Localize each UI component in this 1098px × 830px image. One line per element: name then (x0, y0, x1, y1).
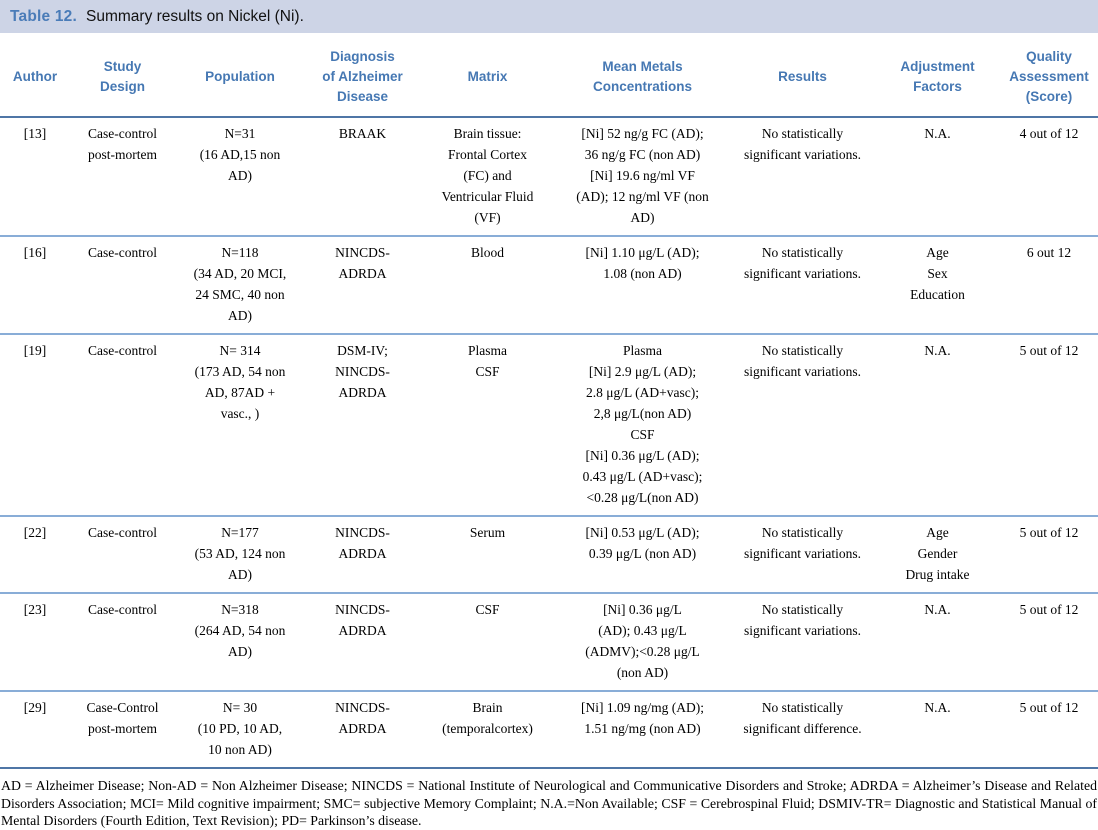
table-title-text: Summary results on Nickel (Ni). (86, 7, 304, 25)
matrix-cell: Serum (420, 515, 555, 593)
header-row: Author Study Design Population Diagnosis… (0, 39, 1098, 117)
matrix-cell: CSF (420, 592, 555, 691)
study-design-cell: Case-control post-mortem (70, 116, 175, 236)
column-header-author: Author (12, 69, 58, 84)
author-cell: [16] (0, 235, 70, 334)
author-cell: [22] (0, 515, 70, 593)
author-cell: [23] (0, 592, 70, 691)
column-header-study-design: Study Design (99, 59, 145, 94)
results-cell: No statistically significant variations. (730, 116, 875, 236)
column-header-matrix: Matrix (467, 69, 508, 84)
results-cell: No statistically significant difference. (730, 690, 875, 769)
column-header-adjustment-factors: Adjustment Factors (900, 59, 975, 94)
population-cell: N=118 (34 AD, 20 MCI, 24 SMC, 40 non AD) (175, 235, 305, 334)
diagnosis-cell: BRAAK (305, 116, 420, 236)
table-header: Author Study Design Population Diagnosis… (0, 39, 1098, 117)
quality-cell: 5 out of 12 (1000, 515, 1098, 593)
results-cell: No statistically significant variations. (730, 235, 875, 334)
study-design-cell: Case-control (70, 333, 175, 516)
adjustment-cell: N.A. (875, 333, 1000, 516)
column-header-concentrations: Mean Metals Concentrations (592, 59, 692, 94)
adjustment-cell: Age Gender Drug intake (875, 515, 1000, 593)
table-row: [23] Case-control N=318 (264 AD, 54 non … (0, 592, 1098, 691)
quality-cell: 5 out of 12 (1000, 592, 1098, 691)
table-number-label: Table 12. (10, 7, 77, 25)
concentrations-cell: Plasma [Ni] 2.9 μg/L (AD); 2.8 μg/L (AD+… (555, 333, 730, 516)
concentrations-cell: [Ni] 1.09 ng/mg (AD); 1.51 ng/mg (non AD… (555, 690, 730, 769)
population-cell: N=318 (264 AD, 54 non AD) (175, 592, 305, 691)
matrix-cell: Blood (420, 235, 555, 334)
table-row: [13] Case-control post-mortem N=31 (16 A… (0, 116, 1098, 236)
results-cell: No statistically significant variations. (730, 333, 875, 516)
concentrations-cell: [Ni] 1.10 μg/L (AD); 1.08 (non AD) (555, 235, 730, 334)
quality-cell: 5 out of 12 (1000, 333, 1098, 516)
matrix-cell: Brain (temporalcortex) (420, 690, 555, 769)
column-header-results: Results (778, 69, 827, 84)
column-header-quality-assessment: Quality Assessment (Score) (1009, 49, 1089, 104)
diagnosis-cell: NINCDS- ADRDA (305, 515, 420, 593)
table-body: [13] Case-control post-mortem N=31 (16 A… (0, 116, 1098, 769)
diagnosis-cell: NINCDS- ADRDA (305, 690, 420, 769)
matrix-cell: Plasma CSF (420, 333, 555, 516)
results-cell: No statistically significant variations. (730, 515, 875, 593)
study-design-cell: Case-control (70, 235, 175, 334)
concentrations-cell: [Ni] 0.36 μg/L (AD); 0.43 μg/L (ADMV);<0… (555, 592, 730, 691)
results-cell: No statistically significant variations. (730, 592, 875, 691)
table-row: [19] Case-control N= 314 (173 AD, 54 non… (0, 333, 1098, 516)
table-row: [29] Case-Control post-mortem N= 30 (10 … (0, 690, 1098, 769)
diagnosis-cell: NINCDS- ADRDA (305, 235, 420, 334)
population-cell: N= 30 (10 PD, 10 AD, 10 non AD) (175, 690, 305, 769)
adjustment-cell: N.A. (875, 116, 1000, 236)
concentrations-cell: [Ni] 0.53 μg/L (AD); 0.39 μg/L (non AD) (555, 515, 730, 593)
quality-cell: 5 out of 12 (1000, 690, 1098, 769)
table-row: [16] Case-control N=118 (34 AD, 20 MCI, … (0, 235, 1098, 334)
population-cell: N= 314 (173 AD, 54 non AD, 87AD + vasc.,… (175, 333, 305, 516)
diagnosis-cell: NINCDS- ADRDA (305, 592, 420, 691)
study-design-cell: Case-control (70, 515, 175, 593)
column-header-diagnosis: Diagnosis of Alzheimer Disease (322, 49, 403, 104)
study-design-cell: Case-control (70, 592, 175, 691)
column-header-population: Population (205, 69, 275, 84)
concentrations-cell: [Ni] 52 ng/g FC (AD); 36 ng/g FC (non AD… (555, 116, 730, 236)
population-cell: N=31 (16 AD,15 non AD) (175, 116, 305, 236)
quality-cell: 6 out 12 (1000, 235, 1098, 334)
author-cell: [29] (0, 690, 70, 769)
matrix-cell: Brain tissue: Frontal Cortex (FC) and Ve… (420, 116, 555, 236)
table-title-bar: Table 12. Summary results on Nickel (Ni)… (0, 0, 1098, 33)
summary-results-table: Author Study Design Population Diagnosis… (0, 39, 1098, 769)
diagnosis-cell: DSM-IV; NINCDS- ADRDA (305, 333, 420, 516)
adjustment-cell: N.A. (875, 592, 1000, 691)
population-cell: N=177 (53 AD, 124 non AD) (175, 515, 305, 593)
adjustment-cell: N.A. (875, 690, 1000, 769)
study-design-cell: Case-Control post-mortem (70, 690, 175, 769)
table-footnote: AD = Alzheimer Disease; Non-AD = Non Alz… (1, 778, 1097, 828)
adjustment-cell: Age Sex Education (875, 235, 1000, 334)
table-row: [22] Case-control N=177 (53 AD, 124 non … (0, 515, 1098, 593)
quality-cell: 4 out of 12 (1000, 116, 1098, 236)
author-cell: [13] (0, 116, 70, 236)
author-cell: [19] (0, 333, 70, 516)
